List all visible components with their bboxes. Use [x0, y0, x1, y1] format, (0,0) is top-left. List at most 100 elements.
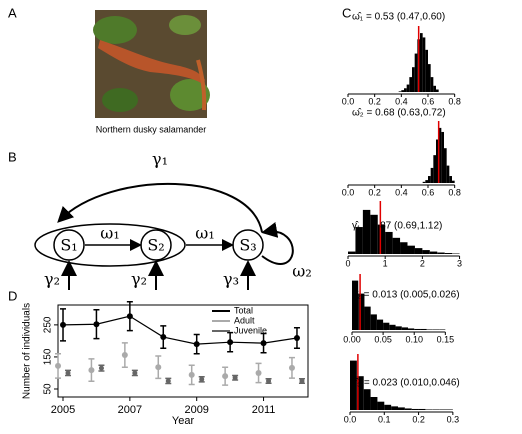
hist-bar [414, 248, 423, 254]
hist-bar [370, 214, 378, 254]
hist-bar [407, 245, 415, 254]
edge-label: γ₁ [152, 150, 168, 169]
hist-bar [406, 84, 410, 92]
point [165, 378, 171, 384]
point [260, 340, 267, 347]
x-tick-label: 0.2 [412, 414, 425, 424]
chart-title: γ̂₁ = 0.87 (0.69,1.12) [352, 220, 442, 232]
hist-bar [404, 88, 407, 92]
hist-bar [356, 376, 364, 410]
hist-bar [429, 251, 438, 254]
panel-label: A [8, 5, 17, 20]
chart-title: ω̂₂ = 0.68 (0.63,0.72) [352, 107, 446, 119]
hist-bar [422, 250, 430, 254]
hist-bar [376, 319, 384, 330]
y-tick-label: 50 [43, 383, 54, 395]
hist-bar [425, 180, 428, 183]
x-tick-label: 0.10 [405, 334, 423, 344]
hist-bar [452, 180, 455, 183]
x-tick-label: 0.15 [437, 334, 455, 344]
hist-bar [439, 329, 446, 330]
edge-label: ω₁ [195, 224, 214, 243]
point [232, 375, 238, 381]
x-tick-label: 0.6 [422, 96, 435, 106]
legend-label: Juvenile [234, 325, 267, 335]
hist-bar [430, 77, 434, 92]
x-tick-label: 0.8 [448, 96, 461, 106]
panel-label: C [342, 5, 351, 20]
hist-bar [444, 148, 447, 183]
hist-bar [433, 155, 436, 183]
diagram [34, 182, 294, 290]
hist-bar [411, 408, 419, 410]
hist-bar [401, 327, 408, 330]
node-label: S₁ [60, 236, 77, 255]
hist-bar [400, 242, 408, 254]
point [199, 376, 205, 382]
hist-bar [432, 329, 440, 330]
hist-bar [436, 139, 439, 183]
x-tick-label: 0.2 [368, 187, 381, 197]
edge-label: γ₂ [131, 270, 147, 289]
x-tick-label: 0.3 [447, 414, 460, 424]
hist-bar [422, 181, 426, 183]
hist-bar [350, 360, 357, 410]
x-tick-label: 0.1 [378, 414, 391, 424]
x-tick-label: 0.6 [422, 187, 435, 197]
hist-bar [409, 77, 412, 92]
hist-bar [426, 329, 433, 330]
hist-bar [425, 409, 433, 410]
chart-title: γ̂₃ = 0.023 (0.010,0.046) [352, 377, 460, 389]
hist-bar [430, 167, 434, 183]
hist-bar [412, 67, 415, 92]
hist-bar [439, 409, 446, 410]
hist-bar [420, 328, 427, 330]
photo-caption: Northern dusky salamander [96, 124, 207, 134]
chart-title: γ̂₂ = 0.013 (0.005,0.026) [352, 289, 460, 301]
point [93, 321, 100, 328]
x-tick-label: 0.8 [448, 187, 461, 197]
edge-label: ω₂ [292, 262, 311, 281]
panel-label: D [8, 288, 17, 303]
hist-bar [377, 224, 386, 254]
hist-bar [414, 53, 418, 92]
hist-bar [433, 85, 436, 92]
x-tick-label: 2005 [51, 404, 75, 416]
edge-label: ω₁ [100, 224, 119, 243]
point [293, 335, 300, 342]
photo [93, 10, 210, 118]
hist-bar [389, 324, 396, 330]
hist-bar [438, 127, 442, 183]
hist-bar [383, 322, 390, 330]
hist-bar [392, 237, 401, 254]
hist-bar [428, 64, 431, 92]
x-tick-label: 0.4 [395, 187, 408, 197]
hist-bar [355, 227, 363, 254]
hist-bar [446, 409, 453, 410]
legend-label: Adult [234, 315, 255, 325]
hist-bar [414, 328, 421, 330]
y-tick-label: 150 [43, 348, 54, 365]
point [222, 373, 229, 380]
panel-label: B [8, 149, 17, 164]
node-label: S₃ [239, 236, 256, 255]
hist-bar [437, 252, 445, 254]
point [88, 367, 95, 374]
hist-bar [449, 176, 452, 183]
x-tick-label: 0.0 [344, 414, 357, 424]
hist-bar [428, 176, 431, 183]
x-tick-label: 0.4 [395, 96, 408, 106]
hist-bar [420, 33, 423, 92]
point [60, 321, 67, 328]
hist-bar [422, 37, 426, 92]
hist-bar [377, 401, 385, 410]
y-tick-label: 250 [43, 316, 54, 333]
x-tick-label: 2007 [118, 404, 142, 416]
point [126, 313, 133, 320]
hist-bar [425, 49, 428, 92]
point [299, 378, 305, 384]
point [121, 352, 128, 359]
edge-label: γ₂ [44, 270, 60, 289]
x-tick-label: 1 [383, 258, 388, 268]
